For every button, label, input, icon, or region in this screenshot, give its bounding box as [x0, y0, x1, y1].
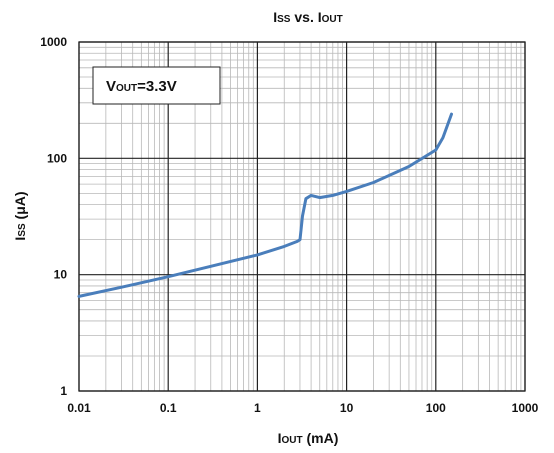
plot-area-border — [78, 41, 526, 392]
annotation-box — [92, 66, 221, 105]
x-tick-label: 1000 — [512, 401, 539, 415]
x-axis-label: IOUT (mA) — [278, 430, 339, 446]
y-tick-label: 100 — [47, 151, 67, 165]
y-tick-label: 1000 — [40, 35, 67, 49]
y-axis-label: ISS (μA) — [12, 191, 28, 240]
annotation-text: VOUT=3.3V — [106, 78, 177, 95]
chart-title: ISS vs. IOUT — [273, 9, 342, 25]
x-tick-label: 0.01 — [67, 401, 91, 415]
y-tick-label: 10 — [54, 268, 68, 282]
series-line-iss — [77, 112, 453, 298]
x-tick-label: 1 — [254, 401, 261, 415]
x-tick-label: 100 — [426, 401, 446, 415]
x-tick-label: 10 — [340, 401, 354, 415]
x-tick-label: 0.1 — [160, 401, 177, 415]
annotation-vout: VOUT=3.3V — [92, 66, 221, 105]
y-tick-label: 1 — [60, 384, 67, 398]
x-tick-labels: 0.01 0.1 1 10 100 1000 — [67, 401, 538, 415]
y-tick-labels: 1 10 100 1000 — [40, 35, 67, 398]
